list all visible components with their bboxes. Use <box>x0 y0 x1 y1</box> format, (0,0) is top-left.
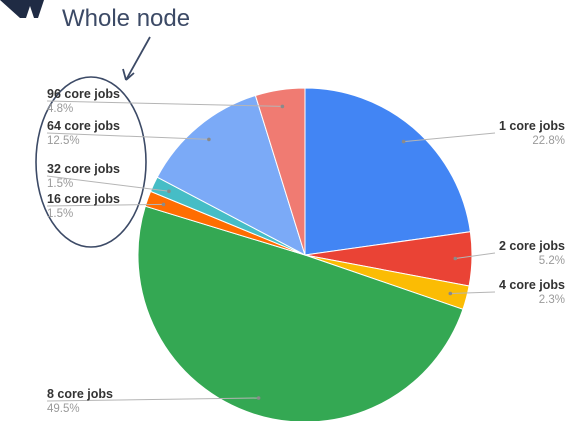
leader-dot-16-core-jobs <box>161 202 166 207</box>
leader-line-32-core-jobs <box>46 175 169 192</box>
slice-percent-1-core-jobs: 22.8% <box>532 135 565 147</box>
leader-line-2-core-jobs <box>455 252 496 259</box>
slice-label-1-core-jobs: 1 core jobs <box>499 119 565 133</box>
leader-dot-64-core-jobs <box>207 137 211 142</box>
slice-label-2-core-jobs: 2 core jobs <box>499 239 565 253</box>
annotation-arrow-shaft <box>125 36 151 81</box>
leader-dot-32-core-jobs <box>167 189 171 194</box>
cropped-heading-glyph <box>0 0 44 18</box>
leader-dot-1-core-jobs <box>401 139 406 144</box>
slice-label-8-core-jobs: 8 core jobs <box>47 387 113 401</box>
pie-slice-96-core-jobs[interactable] <box>254 87 306 256</box>
leader-dot-96-core-jobs <box>280 104 285 109</box>
slice-label-64-core-jobs: 64 core jobs <box>47 119 120 133</box>
leader-dot-2-core-jobs <box>453 256 458 261</box>
slice-label-32-core-jobs: 32 core jobs <box>47 162 120 176</box>
leader-line-64-core-jobs <box>46 132 209 140</box>
annotation-arrowhead <box>122 68 135 81</box>
annotation-ellipse <box>35 76 147 248</box>
pie-slice-8-core-jobs[interactable] <box>137 205 464 421</box>
slice-percent-2-core-jobs: 5.2% <box>539 255 565 267</box>
slice-percent-8-core-jobs: 49.5% <box>47 403 80 415</box>
slice-percent-32-core-jobs: 1.5% <box>47 178 73 190</box>
slice-label-96-core-jobs: 96 core jobs <box>47 87 120 101</box>
leader-line-96-core-jobs <box>46 100 283 107</box>
slice-percent-16-core-jobs: 1.5% <box>47 208 73 220</box>
leader-line-4-core-jobs <box>450 291 496 294</box>
leader-line-8-core-jobs <box>46 397 259 402</box>
annotation-text: Whole node <box>62 5 190 32</box>
leader-line-1-core-jobs <box>403 132 496 143</box>
pie-slice-1-core-jobs[interactable] <box>304 87 471 256</box>
slice-label-4-core-jobs: 4 core jobs <box>499 278 565 292</box>
pie-slices <box>137 87 473 421</box>
pie-slice-64-core-jobs[interactable] <box>156 94 306 257</box>
leader-line-16-core-jobs <box>46 203 164 207</box>
leader-dot-8-core-jobs <box>256 396 261 400</box>
slice-percent-64-core-jobs: 12.5% <box>47 135 80 147</box>
slice-percent-96-core-jobs: 4.8% <box>47 103 73 115</box>
slice-label-16-core-jobs: 16 core jobs <box>47 192 120 206</box>
leader-dot-4-core-jobs <box>448 291 453 296</box>
slice-percent-4-core-jobs: 2.3% <box>539 294 565 306</box>
slice-labels: 1 core jobs 22.8% 2 core jobs 5.2% 4 core jo… <box>46 87 565 415</box>
